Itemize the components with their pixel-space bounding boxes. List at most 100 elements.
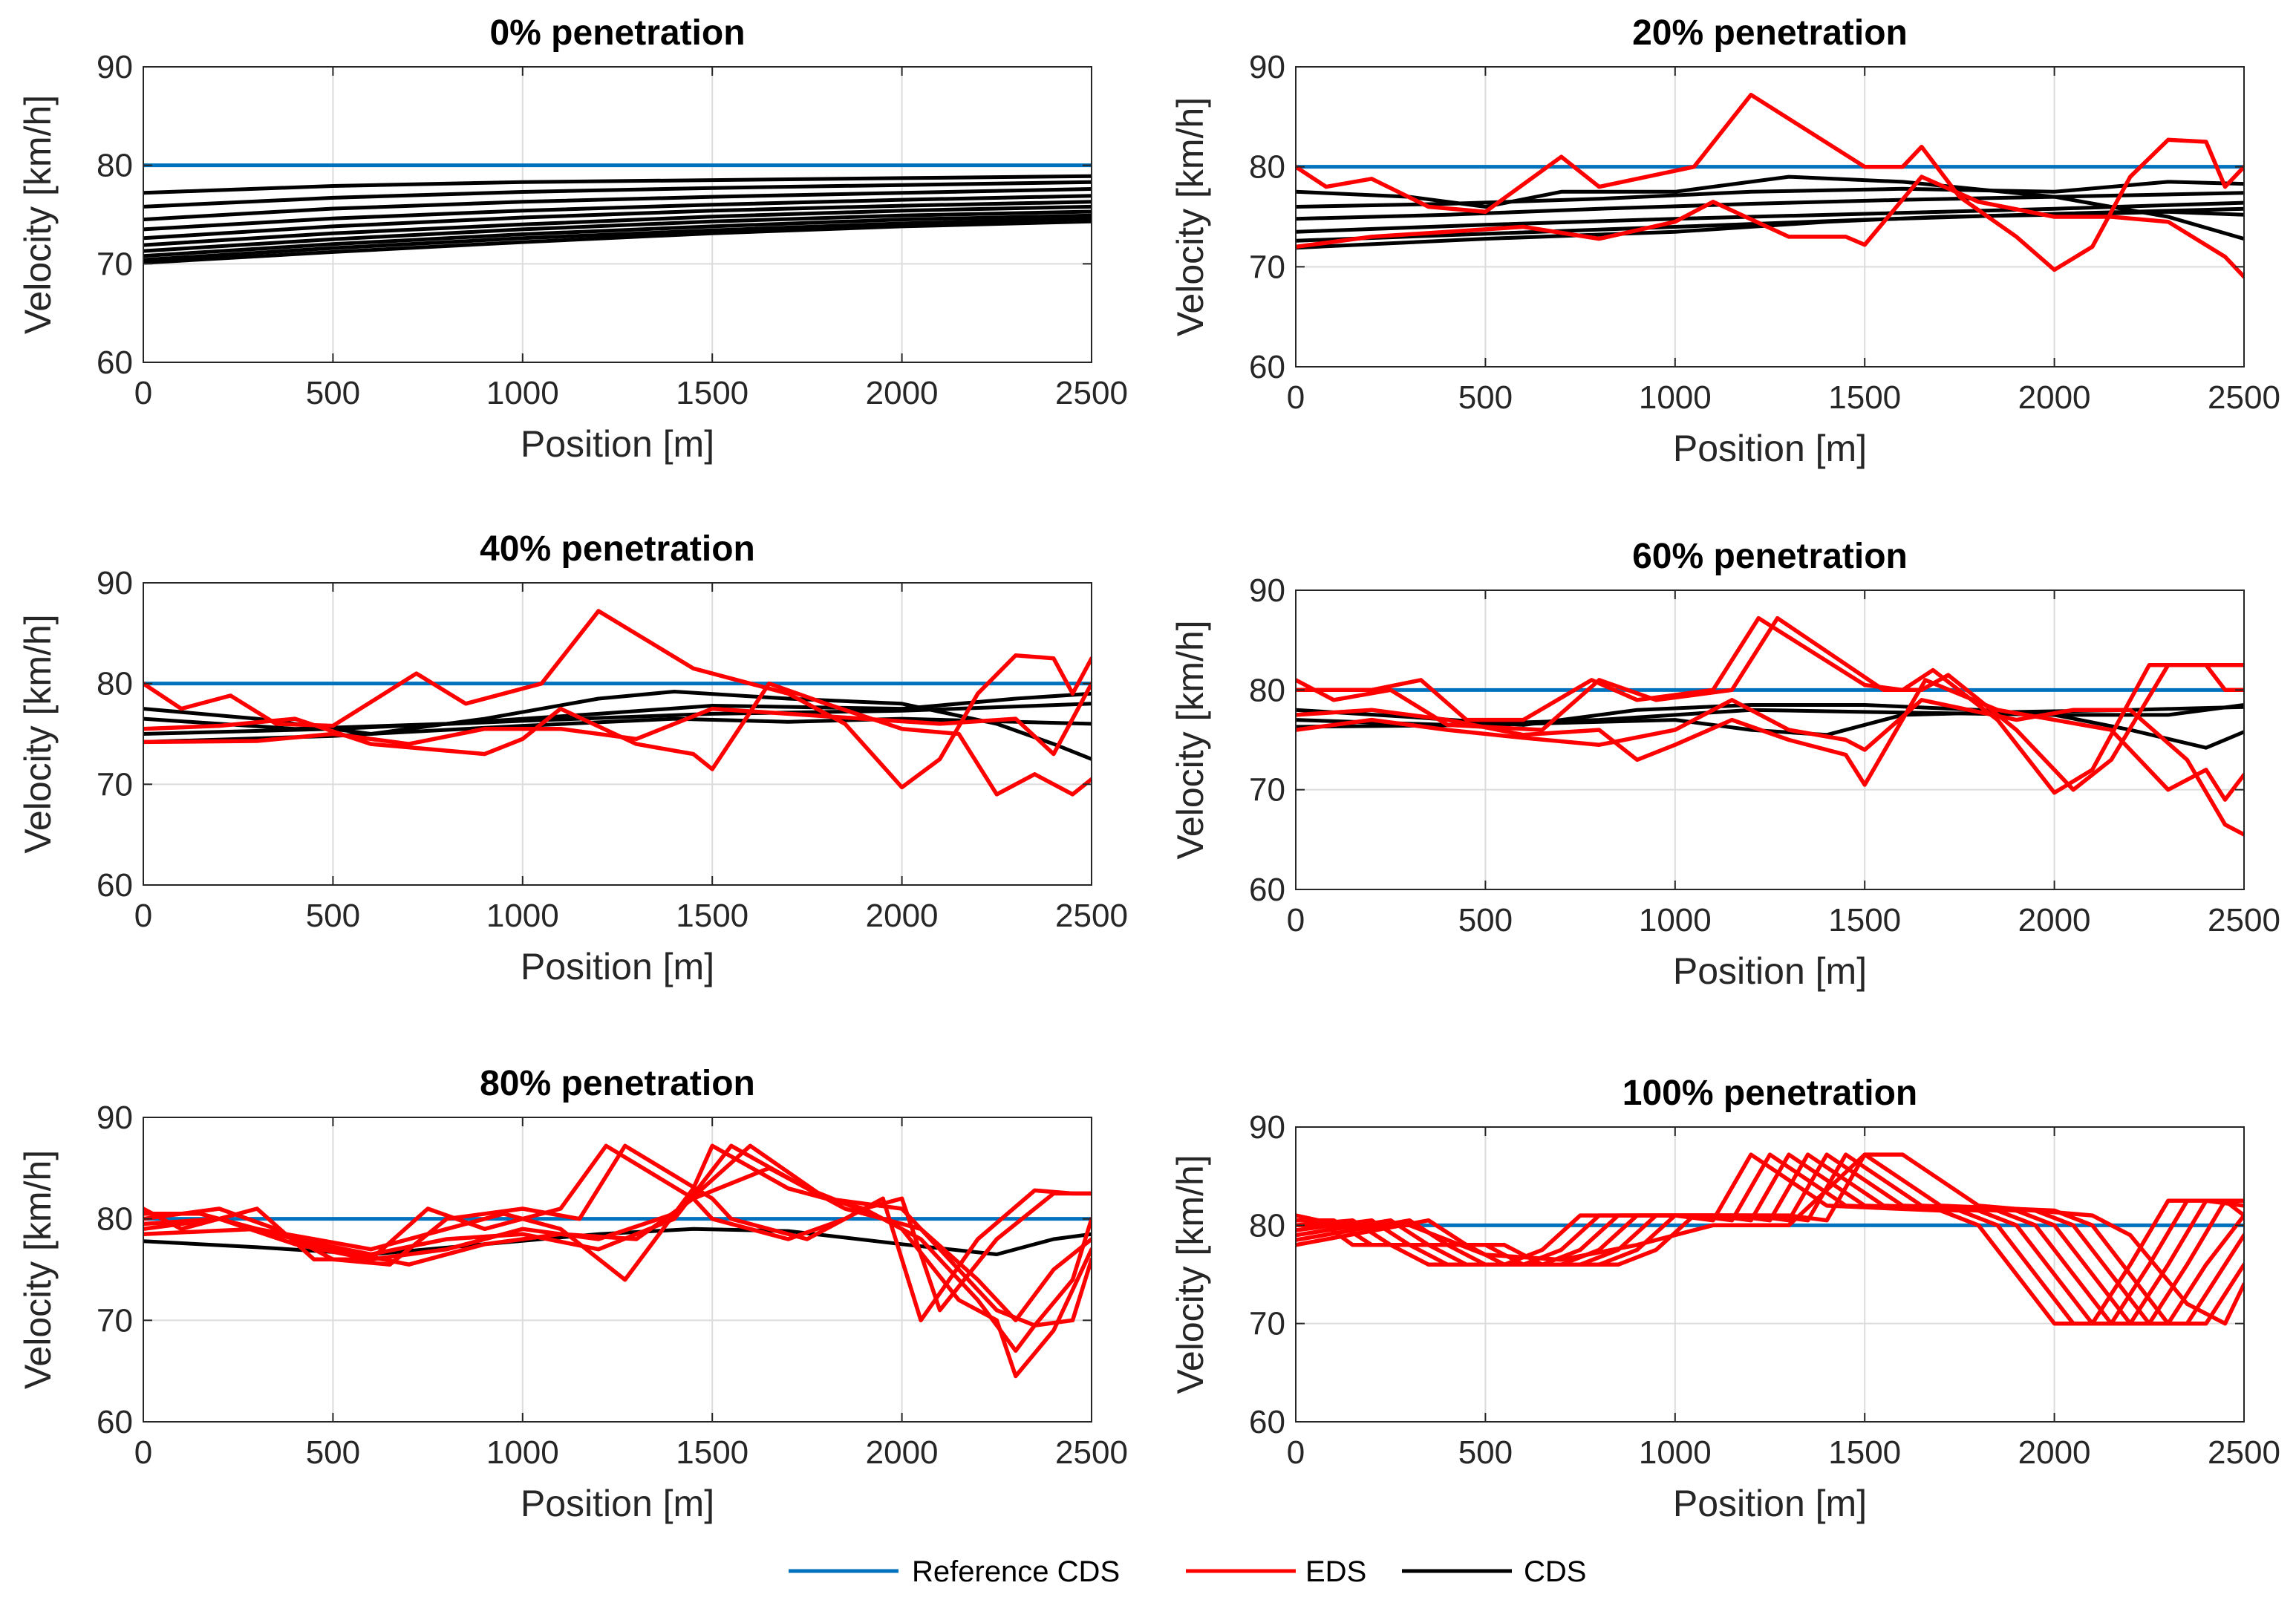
y-tick-label: 70 [1249,772,1285,809]
legend-label: Reference CDS [912,1555,1120,1588]
x-tick-label: 0 [134,898,152,934]
y-tick-label: 60 [1249,872,1285,908]
eds-series-line [143,681,1092,797]
axes-box [1295,66,2245,368]
subplot-title: 100% penetration [1622,1074,1917,1113]
series-group [143,1143,1092,1379]
eds-series-line [143,681,1092,757]
eds-series-line [1296,92,2244,272]
eds-series-line [143,609,1092,790]
x-tick-label: 2000 [2018,379,2091,416]
y-tick-label: 70 [97,1302,133,1339]
series-group [1296,1152,2244,1326]
y-tick-label: 60 [97,344,133,381]
eds-series-line [143,1143,1092,1313]
x-tick-label: 0 [1287,1434,1305,1471]
legend-label: CDS [1524,1555,1586,1588]
x-tick-label: 2500 [2208,379,2280,416]
subplot-100pct: 0 500 1000 1500 2000 2500 60 70 80 90 100% penetra… [1170,1074,2280,1524]
x-tick-label: 1000 [486,898,559,934]
x-tick-label: 1000 [1639,1434,1712,1471]
y-tick-label: 90 [97,1100,133,1136]
cds-series-line [1296,180,2244,209]
x-tick-label: 2000 [866,1434,939,1471]
axes-box [1295,1126,2245,1423]
subplot-title: 20% penetration [1632,13,1908,53]
subplot-20pct: 0 500 1000 1500 2000 2500 60 70 80 90 20% penetrat… [1170,13,2280,469]
x-tick-label: 500 [306,375,360,411]
x-tick-label: 0 [1287,902,1305,938]
x-axis-label: Position [m] [1673,1483,1867,1524]
x-axis-label: Position [m] [521,1483,714,1524]
legend: Reference CDS EDS CDS [789,1555,1586,1588]
y-tick-label: 60 [1249,1404,1285,1440]
cds-series-line [1296,200,2244,234]
eds-series-line [143,1143,1092,1379]
x-tick-label: 2000 [2018,1434,2091,1471]
x-tick-label: 1500 [1828,1434,1901,1471]
x-tick-label: 2000 [2018,902,2091,938]
x-axis-label: Position [m] [521,423,714,465]
cds-series-line [143,702,1092,736]
y-tick-label: 80 [1249,672,1285,708]
subplot-60pct: 0 500 1000 1500 2000 2500 60 70 80 90 60% penetrat… [1170,537,2280,992]
legend-item-cds: CDS [1402,1555,1586,1588]
y-tick-label: 70 [97,246,133,282]
cds-series-line [143,219,1092,265]
subplot-grid: 0 500 1000 1500 2000 2500 60 70 80 90 0% penetrati… [17,13,2280,1524]
x-tick-label: 2500 [2208,902,2280,938]
y-tick-label: 60 [97,867,133,904]
y-axis-label: Velocity [km/h] [17,95,59,334]
series-group [1296,615,2244,837]
x-tick-label: 1000 [1639,902,1712,938]
x-tick-label: 0 [134,375,152,411]
eds-series-line [1296,1152,2244,1326]
y-tick-label: 80 [97,666,133,702]
y-tick-label: 80 [1249,1207,1285,1244]
y-tick-label: 80 [97,148,133,184]
y-tick-label: 90 [1249,1109,1285,1146]
y-axis-label: Velocity [km/h] [1170,620,1211,859]
x-tick-label: 1500 [1828,379,1901,416]
axes-box [143,66,1092,363]
x-tick-label: 1000 [486,375,559,411]
y-tick-label: 70 [1249,1306,1285,1342]
x-tick-label: 0 [134,1434,152,1471]
series-group [143,163,1092,265]
x-tick-label: 2500 [1055,898,1128,934]
y-tick-label: 90 [97,49,133,85]
eds-series-line [1296,1152,2244,1326]
cds-series-line [143,213,1092,258]
plot-area [1296,1127,2244,1422]
subplot-title: 0% penetration [489,13,745,53]
cds-series-line [143,209,1092,253]
x-axis-label: Position [m] [1673,950,1867,992]
eds-series-line [1296,698,2244,837]
legend-item-reference-cds: Reference CDS [789,1555,1120,1588]
y-tick-label: 90 [97,565,133,601]
series-group [143,609,1092,797]
cds-series-line [143,180,1092,209]
x-tick-label: 1000 [486,1434,559,1471]
axes-box [143,1117,1092,1423]
x-tick-label: 500 [1458,902,1513,938]
x-tick-label: 500 [306,1434,360,1471]
axes-box [1295,590,2245,890]
x-tick-label: 2000 [866,375,939,411]
x-tick-label: 1500 [1828,902,1901,938]
eds-series-line [1296,174,2244,279]
x-tick-label: 2500 [1055,375,1128,411]
eds-series-line [1296,1152,2244,1326]
y-tick-label: 80 [97,1201,133,1238]
eds-series-line [1296,615,2244,795]
y-tick-label: 90 [1249,49,1285,85]
x-tick-label: 1500 [676,375,749,411]
eds-series-line [143,1166,1092,1323]
legend-item-eds: EDS [1186,1555,1366,1588]
cds-series-line [143,194,1092,232]
x-tick-label: 1500 [676,1434,749,1471]
legend-label: EDS [1305,1555,1366,1588]
subplot-40pct: 0 500 1000 1500 2000 2500 60 70 80 90 40% penetrat… [17,529,1128,987]
y-axis-label: Velocity [km/h] [1170,97,1211,336]
